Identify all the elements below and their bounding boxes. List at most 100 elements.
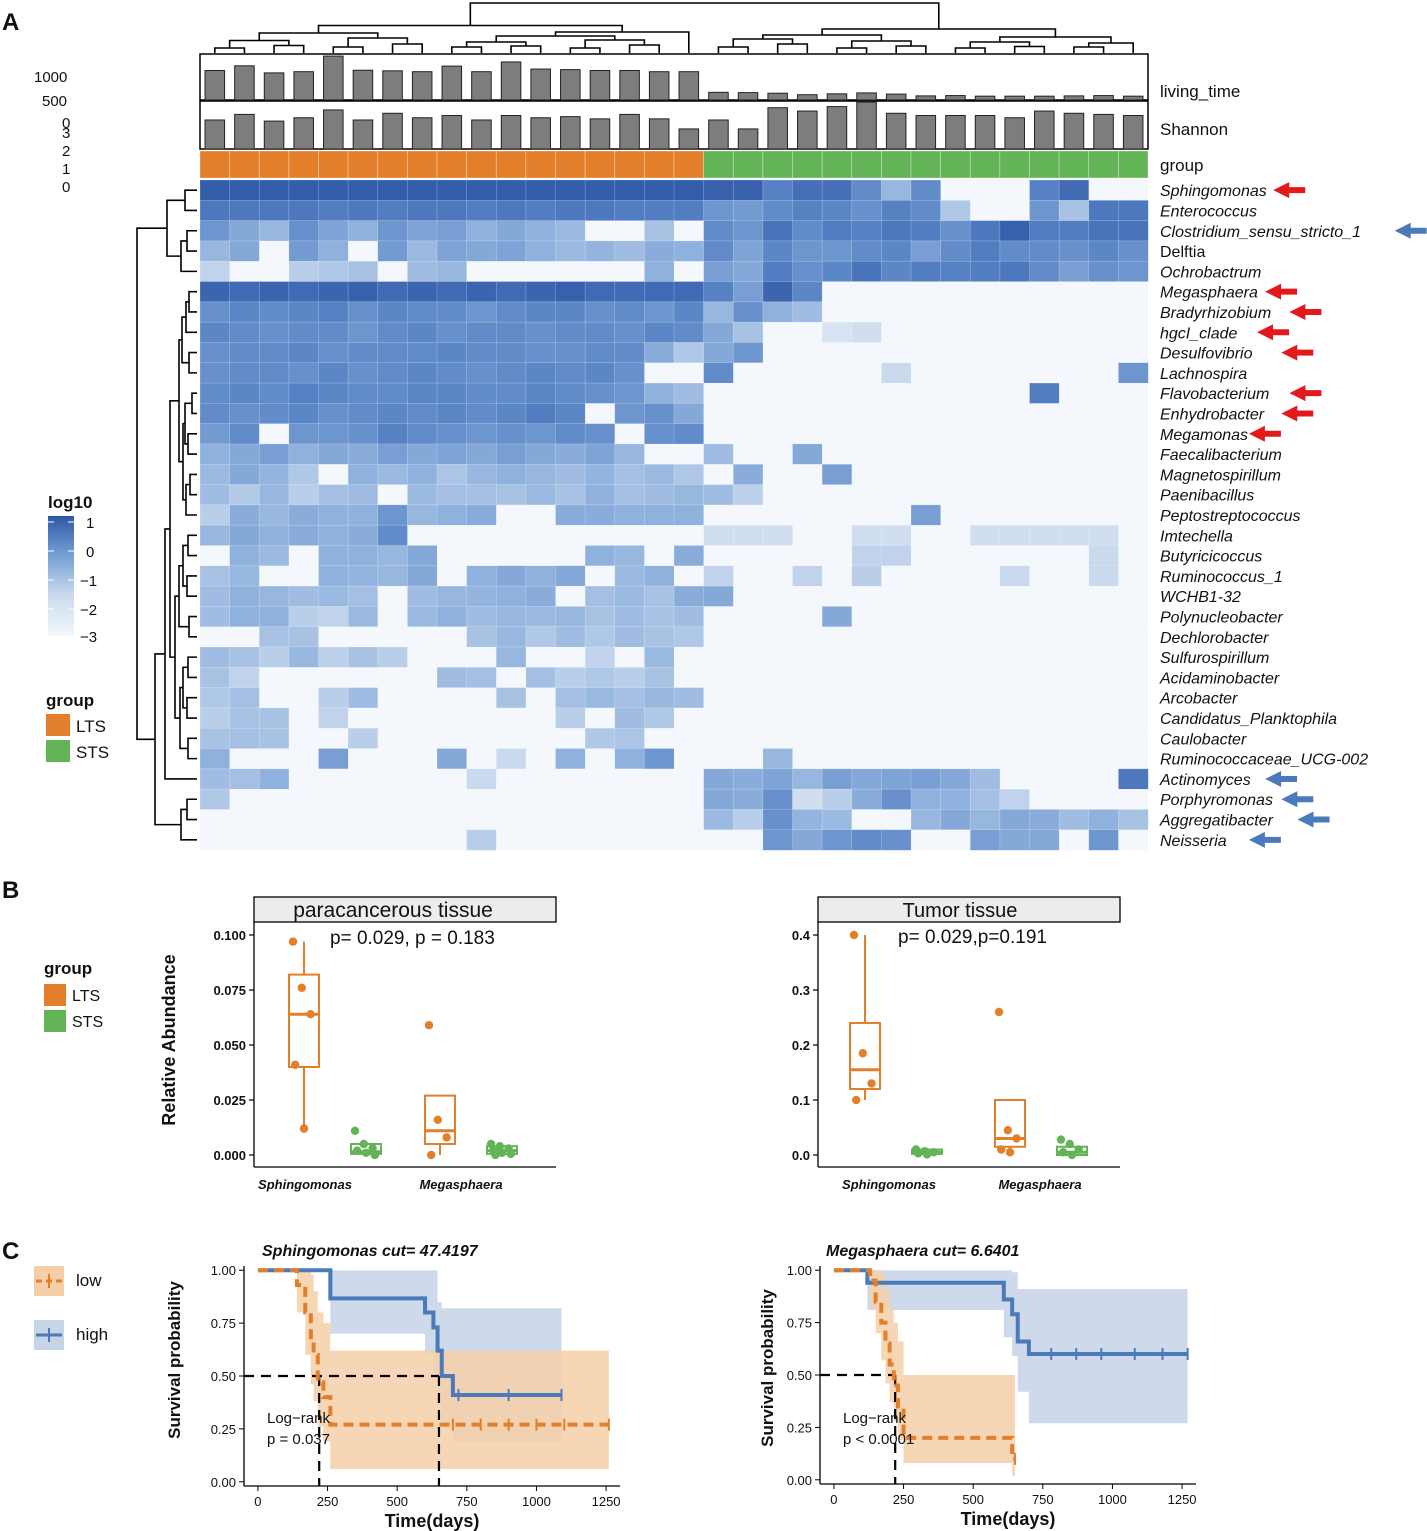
dendrogram-branch xyxy=(191,392,197,415)
heatmap-cell xyxy=(258,626,290,648)
heatmap-cell xyxy=(555,666,586,689)
heatmap-cell xyxy=(1059,322,1090,343)
heatmap-cell xyxy=(348,809,379,830)
heatmap-cell xyxy=(970,281,1001,303)
heatmap-cell xyxy=(851,586,882,607)
shannon-bar xyxy=(500,115,522,150)
heatmap-cell xyxy=(969,768,1001,790)
heatmap-cell xyxy=(999,768,1030,790)
shannon-bar xyxy=(826,106,848,150)
heatmap-cell xyxy=(585,403,616,424)
dendrogram-branch xyxy=(628,44,660,53)
dendrogram-branch xyxy=(554,31,690,53)
heatmap-cell xyxy=(495,585,527,607)
km-ytick-label: 0.50 xyxy=(787,1368,812,1383)
shannon-bar xyxy=(471,119,492,150)
group-cell xyxy=(495,150,527,179)
heatmap-cell xyxy=(347,382,379,404)
heatmap-cell xyxy=(288,707,319,729)
heatmap-cell xyxy=(525,484,557,506)
group-cell xyxy=(614,150,645,179)
annotation-label-living-time: living_time xyxy=(1160,82,1240,101)
heatmap-cell xyxy=(940,443,971,465)
heatmap-cell xyxy=(466,626,497,648)
shannon-bar xyxy=(352,119,374,150)
living-time-bar xyxy=(619,70,640,101)
heatmap-cell xyxy=(584,423,616,445)
heatmap-cell xyxy=(792,788,823,810)
heatmap-cell xyxy=(881,788,912,810)
heatmap-cell xyxy=(377,200,408,222)
heatmap-cell xyxy=(911,443,941,465)
living-time-bar xyxy=(441,65,463,101)
dendrogram-branch xyxy=(1013,45,1046,53)
heatmap-cell xyxy=(644,179,675,201)
box-point xyxy=(929,1148,938,1157)
high-survival-curve xyxy=(833,1268,1188,1357)
heatmap-cell xyxy=(436,403,468,425)
heatmap-cell xyxy=(377,382,408,404)
heatmap-cell xyxy=(258,220,290,242)
heatmap-cell xyxy=(348,789,379,810)
heatmap-cell xyxy=(792,220,823,242)
group-cell xyxy=(407,150,438,179)
row-label: Lachnospira xyxy=(1160,366,1247,383)
heatmap-cell xyxy=(436,484,468,506)
heatmap-cell xyxy=(644,707,675,729)
heatmap-cell xyxy=(555,687,586,709)
heatmap-cell xyxy=(851,301,882,323)
heatmap-cell xyxy=(525,423,557,445)
heatmap-cell xyxy=(999,748,1030,770)
heatmap-cell xyxy=(555,179,586,201)
living-time-bar xyxy=(204,70,226,101)
heatmap-cell xyxy=(1059,383,1090,404)
heatmap-cell xyxy=(1088,362,1119,384)
ytick-label: 0.000 xyxy=(213,1148,246,1163)
living-time-bar xyxy=(648,71,670,101)
heatmap-cell xyxy=(762,748,794,770)
heatmap-cell xyxy=(1088,301,1119,323)
heatmap-cell xyxy=(199,585,231,607)
heatmap-cell xyxy=(614,301,645,323)
heatmap-cell xyxy=(674,525,704,546)
heatmap-cell xyxy=(555,586,586,607)
shannon-bar xyxy=(560,116,581,150)
heatmap-cell xyxy=(881,281,912,303)
heatmap-cell xyxy=(407,728,438,749)
heatmap-cell xyxy=(999,464,1030,485)
dendrogram-branch xyxy=(136,227,167,741)
heatmap-cell xyxy=(318,484,349,506)
heatmap-cell xyxy=(1059,504,1090,526)
heatmap-cell xyxy=(821,829,853,851)
heatmap-cell xyxy=(881,687,912,709)
panel-label-c: C xyxy=(2,1238,19,1265)
heatmap-cell xyxy=(525,829,556,851)
heatmap-cell xyxy=(199,484,231,506)
heatmap-cell xyxy=(318,545,349,567)
heatmap-cell xyxy=(495,281,527,303)
heatmap-cell xyxy=(377,707,408,729)
heatmap-cell xyxy=(999,667,1030,688)
heatmap-cell xyxy=(437,646,467,668)
box-point xyxy=(361,1148,371,1158)
heatmap-cell xyxy=(851,748,882,770)
heatmap-cell xyxy=(881,260,912,283)
heatmap-cell xyxy=(584,281,616,303)
heatmap-cell xyxy=(881,809,912,830)
shannon-bar xyxy=(767,107,788,150)
dendrogram-branch xyxy=(258,32,379,41)
heatmap-cell xyxy=(1118,342,1149,364)
heatmap-cell xyxy=(436,179,468,201)
heatmap-cell xyxy=(614,200,645,222)
heatmap-cell xyxy=(999,281,1030,303)
heatmap-cell xyxy=(910,200,942,222)
living-time-bar xyxy=(411,71,433,101)
km-xtick-label: 1000 xyxy=(522,1494,551,1509)
heatmap-cell xyxy=(407,626,438,648)
heatmap-cell xyxy=(970,687,1001,709)
heatmap-cell xyxy=(881,443,912,465)
heatmap-cell xyxy=(1088,606,1119,627)
heatmap-cell xyxy=(762,809,794,831)
row-label: Aggregatibacter xyxy=(1159,813,1274,830)
heatmap-cell xyxy=(584,342,616,364)
